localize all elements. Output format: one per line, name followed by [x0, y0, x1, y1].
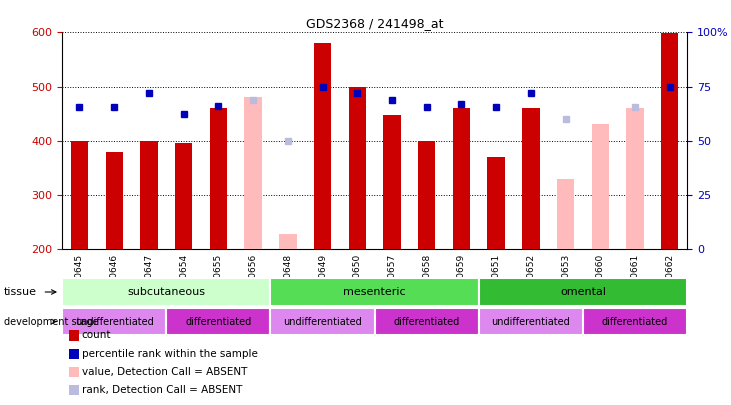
Bar [452, 108, 470, 249]
Text: omental: omental [560, 287, 606, 297]
Text: undifferentiated: undifferentiated [75, 317, 154, 326]
Bar [314, 43, 331, 249]
Text: rank, Detection Call = ABSENT: rank, Detection Call = ABSENT [82, 385, 242, 395]
Bar [270, 278, 479, 306]
Title: GDS2368 / 241498_at: GDS2368 / 241498_at [306, 17, 444, 30]
Bar [583, 308, 687, 335]
Bar [140, 141, 158, 249]
Bar [349, 87, 366, 249]
Bar [479, 278, 687, 306]
Text: undifferentiated: undifferentiated [283, 317, 362, 326]
Text: percentile rank within the sample: percentile rank within the sample [82, 349, 258, 358]
Text: differentiated: differentiated [393, 317, 460, 326]
Bar [62, 278, 270, 306]
Text: development stage: development stage [4, 317, 98, 326]
Bar [210, 108, 227, 249]
Bar [167, 308, 270, 335]
Bar [279, 234, 297, 249]
Bar [591, 124, 609, 249]
Text: undifferentiated: undifferentiated [491, 317, 570, 326]
Bar [418, 141, 436, 249]
Bar [383, 115, 401, 249]
Bar [661, 34, 678, 249]
Text: value, Detection Call = ABSENT: value, Detection Call = ABSENT [82, 367, 247, 377]
Bar [374, 308, 479, 335]
Text: differentiated: differentiated [602, 317, 668, 326]
Bar [557, 179, 575, 249]
Text: tissue: tissue [4, 287, 37, 297]
Bar [270, 308, 374, 335]
Bar [522, 108, 539, 249]
Bar [488, 157, 505, 249]
Bar [479, 308, 583, 335]
Bar [175, 143, 192, 249]
Text: differentiated: differentiated [185, 317, 251, 326]
Bar [71, 141, 88, 249]
Text: subcutaneous: subcutaneous [127, 287, 205, 297]
Bar [105, 151, 123, 249]
Bar [62, 308, 167, 335]
Text: count: count [82, 330, 111, 340]
Bar [244, 98, 262, 249]
Bar [626, 108, 644, 249]
Text: mesenteric: mesenteric [344, 287, 406, 297]
